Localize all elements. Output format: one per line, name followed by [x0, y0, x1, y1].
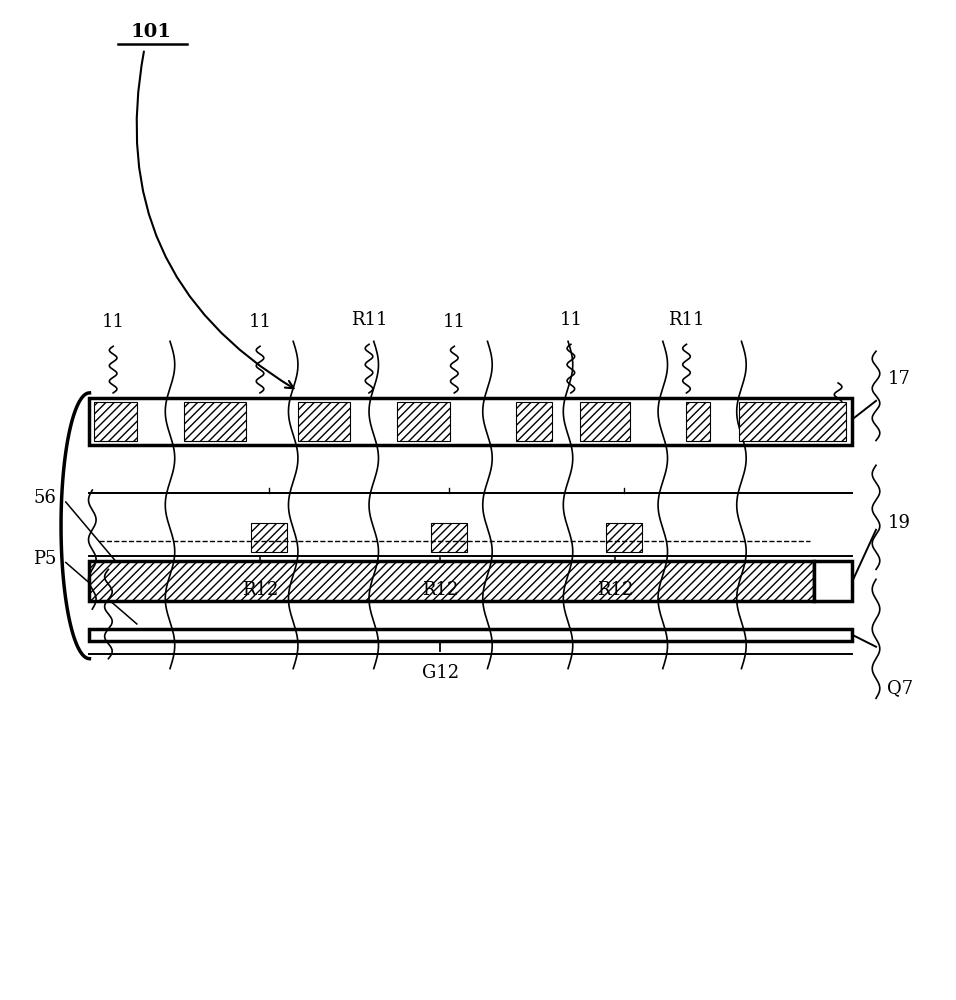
Bar [90, 629, 853, 641]
Bar [516, 402, 552, 441]
Text: R12: R12 [242, 581, 278, 599]
Text: 11: 11 [101, 313, 124, 331]
Text: R12: R12 [422, 581, 458, 599]
Text: 17: 17 [887, 370, 910, 388]
FancyArrowPatch shape [137, 52, 293, 388]
Text: 11: 11 [249, 313, 272, 331]
Text: P5: P5 [33, 550, 56, 568]
Text: 11: 11 [559, 311, 582, 329]
Text: G12: G12 [422, 664, 459, 682]
Bar [298, 402, 350, 441]
Bar [815, 561, 853, 601]
Text: Q7: Q7 [887, 679, 914, 697]
Bar [606, 523, 641, 552]
Bar [739, 402, 846, 441]
Text: R12: R12 [598, 581, 634, 599]
Bar [398, 402, 449, 441]
Bar [686, 402, 710, 441]
Text: R11: R11 [668, 311, 705, 329]
Text: R11: R11 [351, 311, 387, 329]
Bar [430, 523, 467, 552]
Bar [185, 402, 246, 441]
Text: 19: 19 [887, 514, 910, 532]
Bar [90, 398, 853, 445]
Bar [90, 561, 815, 601]
Text: 101: 101 [131, 23, 171, 41]
Bar [580, 402, 630, 441]
Bar [95, 402, 137, 441]
Text: 56: 56 [33, 489, 56, 507]
Bar [250, 523, 287, 552]
Text: 11: 11 [443, 313, 466, 331]
